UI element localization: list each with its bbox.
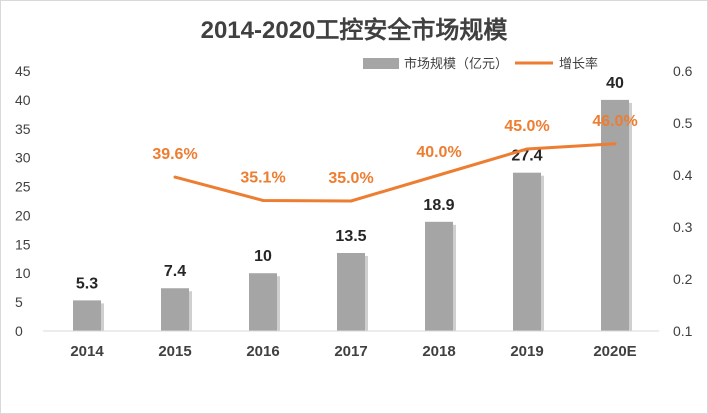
growth-rate-point	[613, 142, 617, 146]
left-axis-tick: 10	[15, 265, 31, 281]
bar-value-label: 13.5	[335, 228, 366, 245]
left-axis-tick: 40	[15, 92, 31, 108]
growth-rate-label: 39.6%	[152, 146, 197, 163]
bar	[425, 221, 453, 331]
right-axis-tick: 0.2	[673, 271, 693, 287]
legend-line-label: 增长率	[559, 56, 598, 71]
growth-rate-label: 46.0%	[592, 113, 637, 130]
legend-bar-label: 市场规模（亿元）	[404, 56, 508, 71]
left-axis-tick: 25	[15, 179, 31, 195]
bar	[73, 300, 101, 331]
bar	[513, 172, 541, 331]
x-axis-tick: 2015	[158, 343, 191, 360]
left-axis-tick: 20	[15, 207, 31, 223]
growth-rate-point	[437, 173, 441, 177]
legend: 市场规模（亿元） 增长率	[363, 56, 598, 71]
growth-rate-label: 35.1%	[240, 169, 285, 186]
growth-rate-series	[173, 142, 617, 203]
x-axis-tick: 2019	[510, 343, 543, 360]
growth-rate-label: 45.0%	[504, 118, 549, 135]
left-axis-tick: 45	[15, 63, 31, 79]
growth-rate-point	[349, 199, 353, 203]
growth-rate-labels: 39.6% 35.1% 35.0% 40.0% 45.0% 46.0%	[152, 113, 637, 187]
x-axis-tick: 2018	[422, 343, 455, 360]
bar	[337, 253, 365, 331]
left-axis-tick: 0	[15, 323, 23, 339]
bar	[161, 288, 189, 331]
x-axis-tick: 2017	[334, 343, 367, 360]
bar-value-label: 5.3	[76, 275, 98, 292]
right-axis-tick: 0.5	[673, 115, 693, 131]
chart-title: 2014-2020工控安全市场规模	[201, 16, 509, 44]
growth-rate-point	[173, 175, 177, 179]
bar	[249, 273, 277, 331]
growth-rate-label: 40.0%	[416, 144, 461, 161]
growth-rate-line	[174, 142, 616, 203]
right-axis-tick: 0.4	[673, 167, 693, 183]
x-axis-tick: 2020E	[593, 343, 636, 360]
bar-value-label: 18.9	[423, 197, 454, 214]
bar-value-label: 40	[606, 75, 624, 92]
right-axis-tick: 0.1	[673, 323, 693, 339]
x-axis: 2014 2015 2016 2017 2018 2019 2020E	[43, 330, 659, 360]
left-axis-tick: 30	[15, 150, 31, 166]
x-axis-tick: 2014	[70, 343, 104, 360]
bar-value-label: 7.4	[164, 263, 186, 280]
right-axis-tick: 0.6	[673, 63, 693, 79]
right-axis: 0.1 0.2 0.3 0.4 0.5 0.6	[673, 63, 693, 339]
left-axis: 0 5 10 15 20 25 30 35 40 45	[15, 63, 31, 339]
bar	[601, 99, 629, 331]
left-axis-tick: 15	[15, 236, 31, 252]
bar-series	[73, 99, 632, 331]
left-axis-tick: 5	[15, 294, 23, 310]
growth-rate-label: 35.0%	[328, 170, 373, 187]
legend-bar-swatch	[363, 58, 399, 69]
growth-rate-point	[525, 147, 529, 151]
x-axis-tick: 2016	[246, 343, 279, 360]
growth-rate-point	[261, 198, 265, 202]
left-axis-tick: 35	[15, 121, 31, 137]
right-axis-tick: 0.3	[673, 219, 693, 235]
bar-value-label: 10	[254, 248, 272, 265]
